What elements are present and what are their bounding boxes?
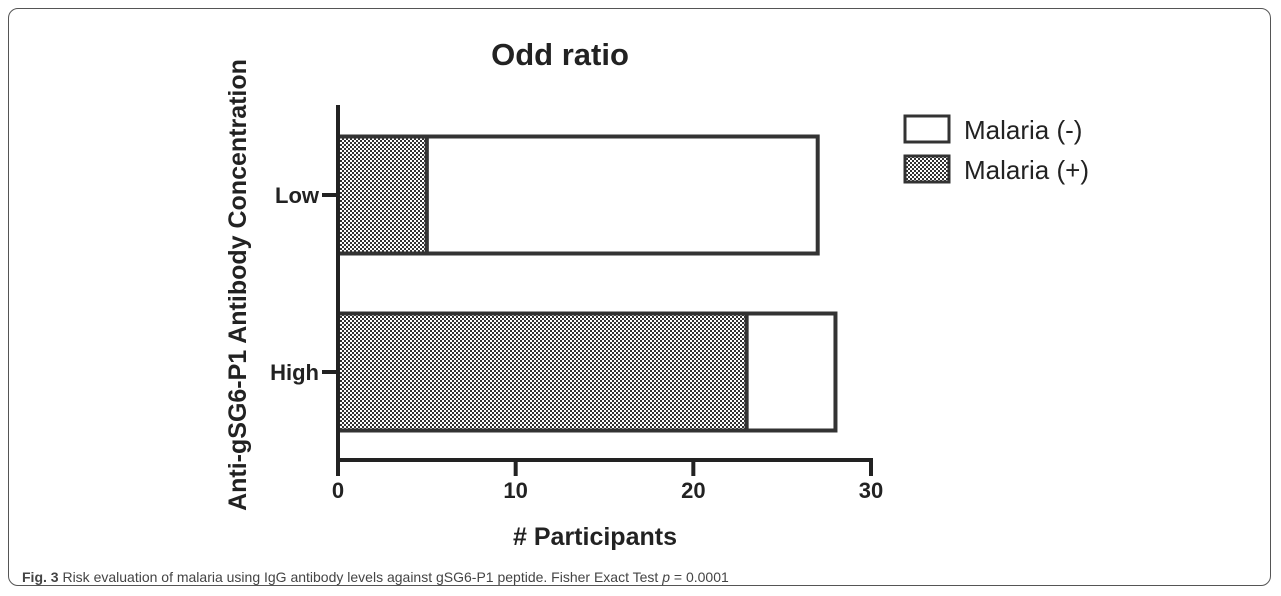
caption-p-value: = 0.0001 xyxy=(669,569,729,585)
caption-label: Fig. 3 xyxy=(22,569,59,585)
bars-group xyxy=(336,134,838,433)
bar-high-malaria-negative xyxy=(744,311,838,433)
y-axis-label: Anti-gSG6-P1 Antibody Concentration xyxy=(224,59,252,511)
x-axis-label: # Participants xyxy=(513,523,677,551)
chart-title: Odd ratio xyxy=(491,37,629,72)
bar-high-malaria-positive xyxy=(336,311,749,433)
figure-frame xyxy=(8,8,1271,586)
legend-label-malaria-positive: Malaria (+) xyxy=(964,155,1089,185)
caption-text: Risk evaluation of malaria using IgG ant… xyxy=(62,569,663,585)
figure-caption: Fig. 3 Risk evaluation of malaria using … xyxy=(22,569,729,585)
x-tick-label-30: 30 xyxy=(859,478,883,503)
x-tick-label-20: 20 xyxy=(681,478,705,503)
legend-label-malaria-negative: Malaria (-) xyxy=(964,115,1082,145)
x-tick-label-0: 0 xyxy=(332,478,344,503)
legend-swatch-malaria-positive xyxy=(903,154,951,184)
legend-swatch-malaria-negative xyxy=(903,114,951,144)
caption-p-symbol: p xyxy=(662,569,670,585)
y-tick-label-low: Low xyxy=(275,183,320,208)
bar-low-malaria-positive xyxy=(336,134,429,256)
axes-group: Low High 0 10 20 30 xyxy=(270,105,883,503)
bar-low-malaria-negative xyxy=(424,134,820,256)
y-tick-label-high: High xyxy=(270,360,319,385)
legend: Malaria (-) Malaria (+) xyxy=(903,114,1089,185)
x-tick-label-10: 10 xyxy=(503,478,527,503)
